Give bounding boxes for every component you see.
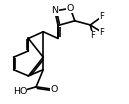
Text: O: O <box>50 85 58 94</box>
Text: O: O <box>67 4 74 13</box>
Text: F: F <box>99 12 104 21</box>
Text: N: N <box>51 6 58 15</box>
Text: F: F <box>90 31 95 40</box>
Text: HO: HO <box>13 87 27 96</box>
Text: F: F <box>99 28 104 37</box>
